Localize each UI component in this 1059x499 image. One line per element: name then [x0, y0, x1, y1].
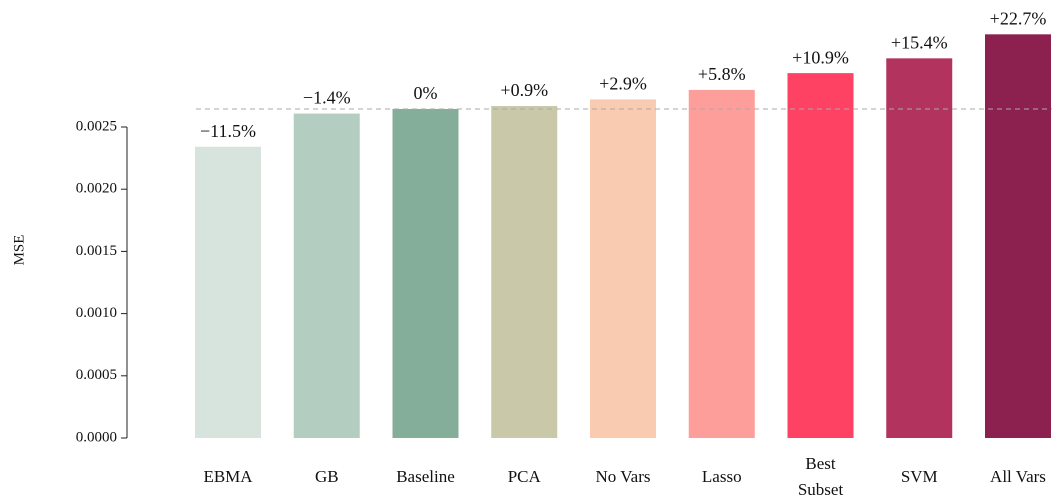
x-tick-label: PCA: [508, 467, 542, 486]
x-tick-label: EBMA: [203, 467, 253, 486]
y-axis-label: MSE: [11, 235, 27, 266]
x-tick-label: All Vars: [990, 467, 1046, 486]
y-tick-label: 0.0025: [76, 118, 117, 134]
y-tick-label: 0.0000: [76, 429, 117, 445]
bar: [688, 89, 755, 438]
bar: [491, 105, 558, 438]
y-tick-label: 0.0005: [76, 367, 117, 383]
y-tick-label: 0.0010: [76, 305, 117, 321]
value-label: +5.8%: [698, 64, 746, 84]
value-label: −11.5%: [200, 121, 256, 141]
x-tick-label: GB: [315, 467, 339, 486]
y-tick-label: 0.0020: [76, 181, 117, 197]
value-label: +22.7%: [990, 8, 1047, 28]
x-tick-label: No Vars: [596, 467, 651, 486]
x-tick-label: Lasso: [702, 467, 742, 486]
bar: [195, 146, 261, 438]
bar: [886, 58, 953, 438]
value-label: +2.9%: [599, 74, 647, 94]
value-label: +10.9%: [792, 47, 849, 67]
value-label: +15.4%: [891, 32, 948, 52]
x-tick-label: Best Subset: [798, 454, 844, 499]
value-label: −1.4%: [303, 88, 351, 108]
bar: [590, 99, 656, 438]
y-tick-label: 0.0015: [76, 243, 117, 259]
bar: [787, 73, 854, 438]
x-tick-label: Baseline: [396, 467, 455, 486]
bar: [293, 113, 360, 439]
value-label: 0%: [414, 83, 438, 103]
x-tick-label: SVM: [901, 467, 938, 486]
bar: [392, 108, 459, 438]
bar: [985, 34, 1051, 439]
value-label: +0.9%: [500, 80, 548, 100]
